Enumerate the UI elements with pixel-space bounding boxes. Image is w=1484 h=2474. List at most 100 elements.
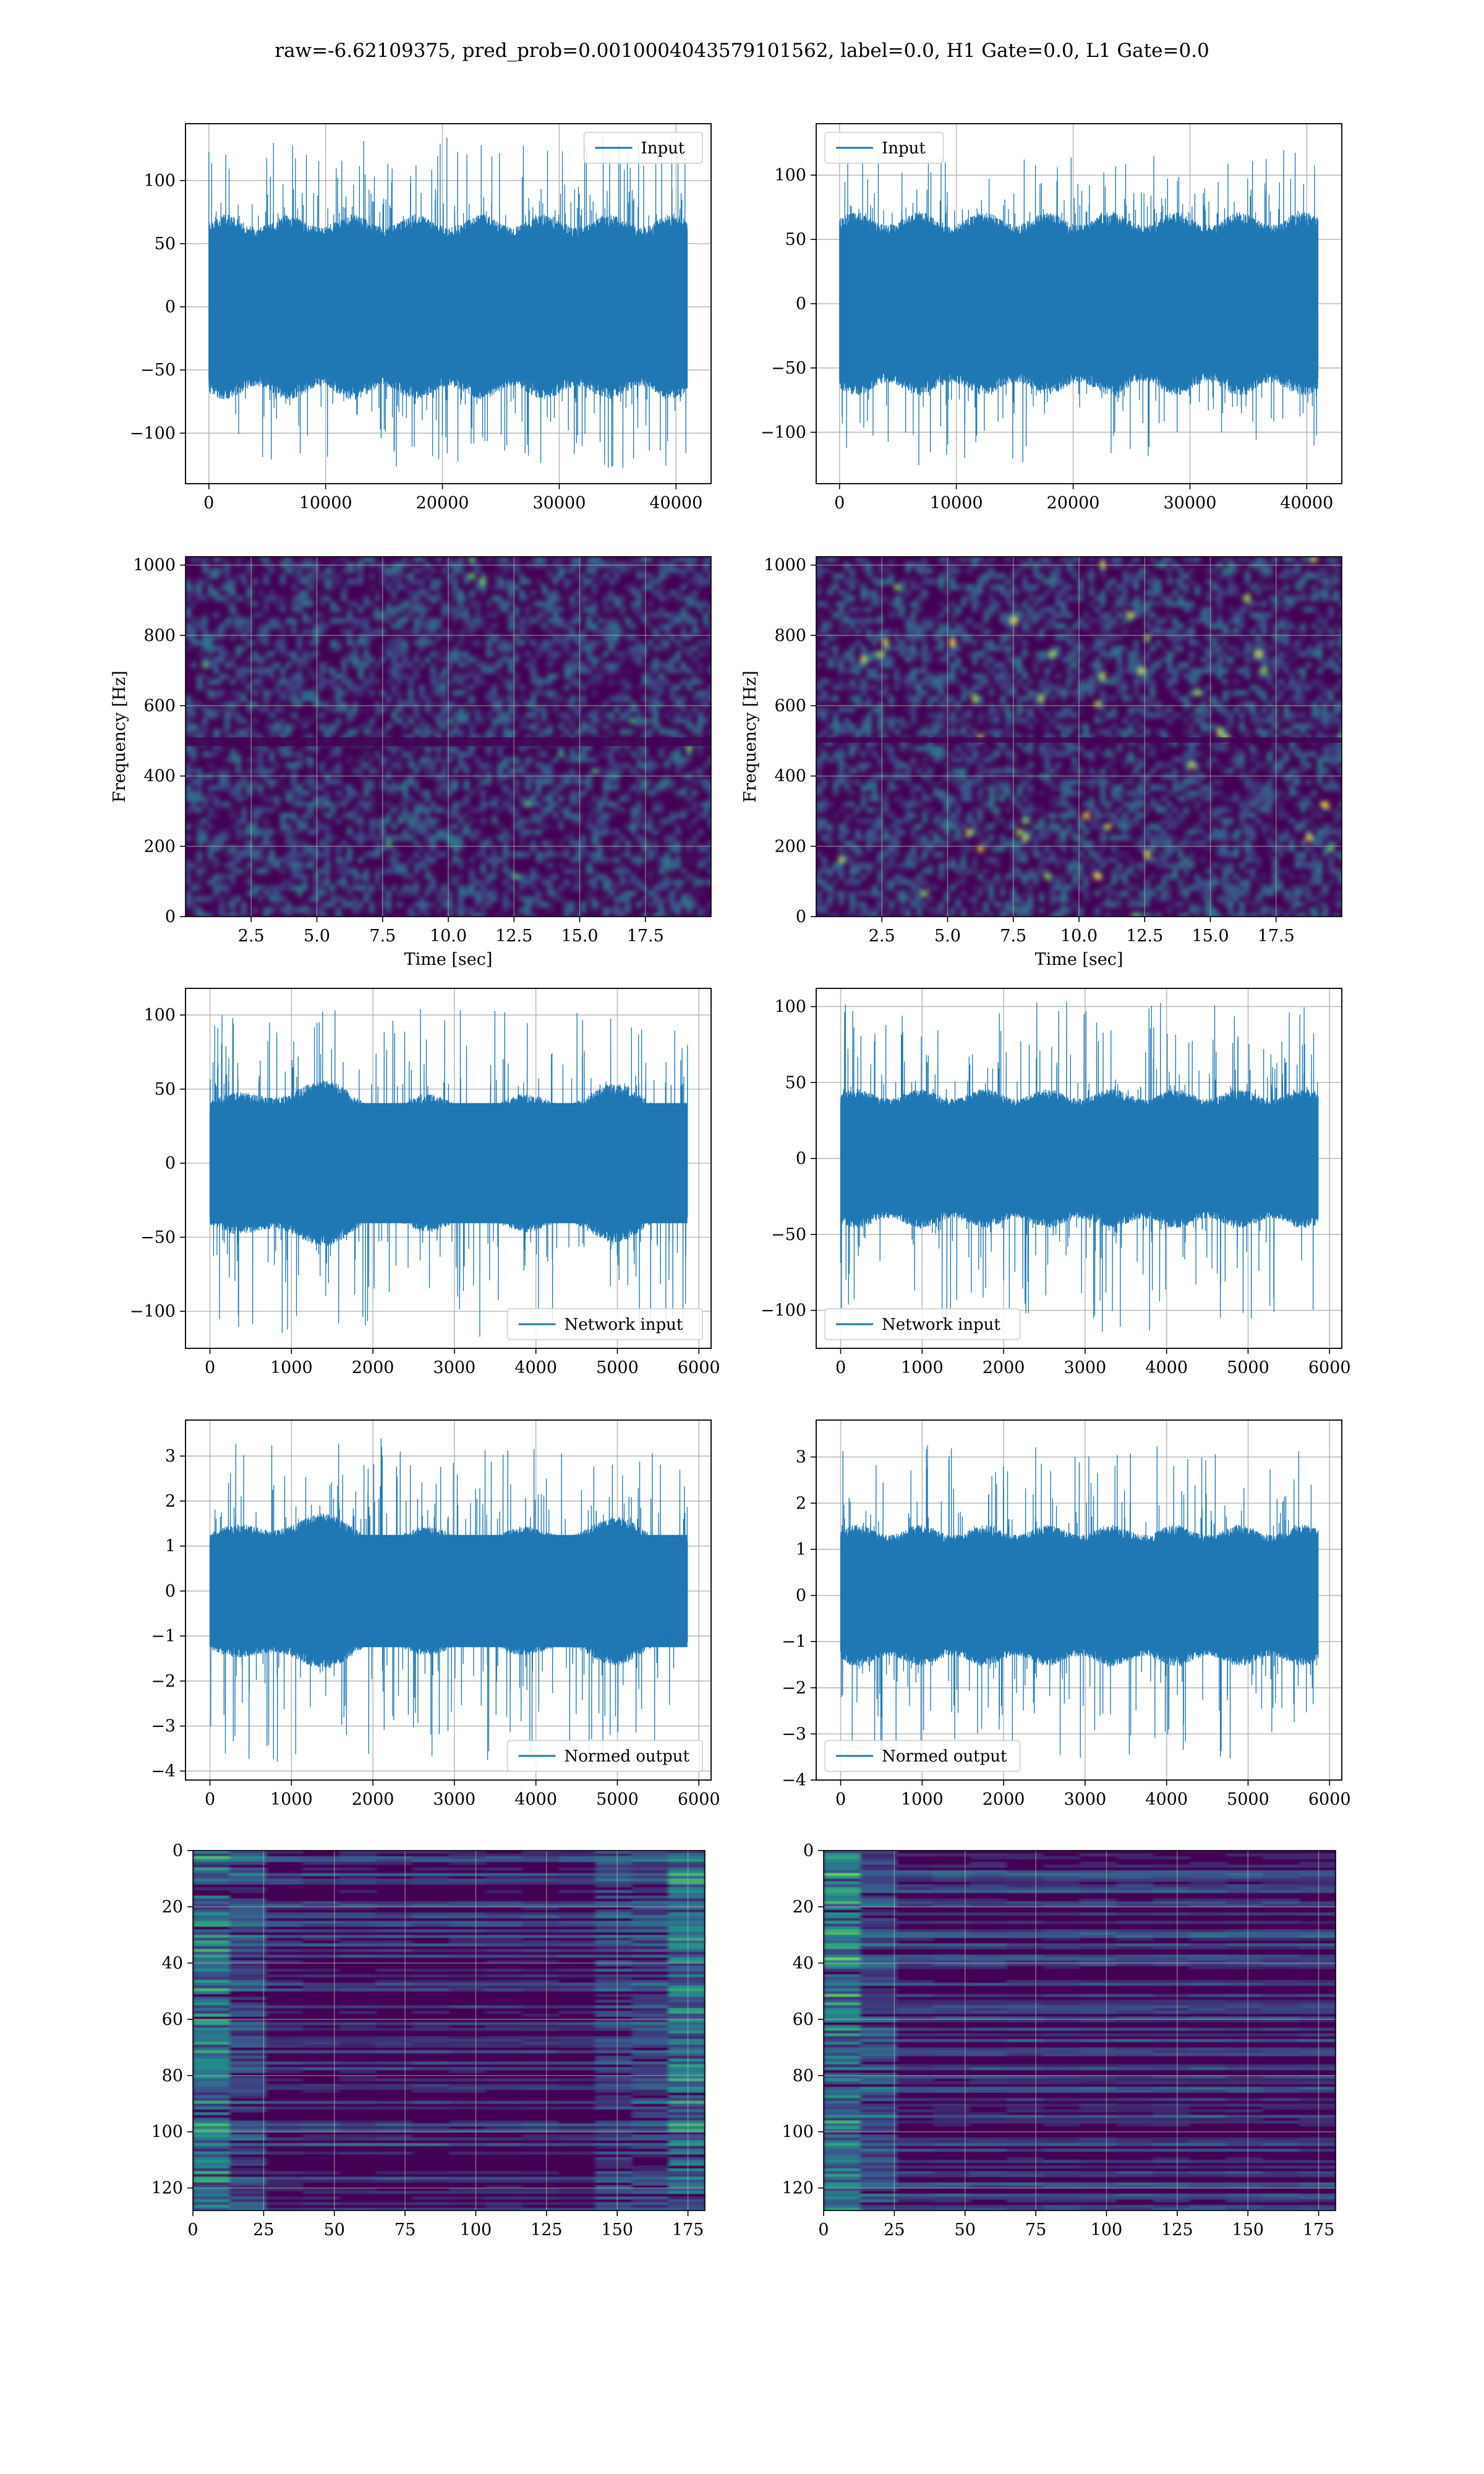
spectrogram-cell — [280, 885, 286, 891]
spectrogram-cell — [508, 685, 514, 690]
spectrogram-cell — [822, 690, 827, 696]
spectrogram-cell — [358, 674, 364, 679]
spectrogram-cell — [447, 590, 453, 596]
spectrogram-cell — [514, 790, 519, 796]
spectrogram-cell — [330, 724, 336, 729]
spectrogram-cell — [275, 701, 280, 707]
spectrogram-cell — [197, 768, 202, 774]
spectrogram-cell — [670, 841, 675, 846]
spectrogram-cell — [1133, 584, 1139, 590]
spectrogram-cell — [1323, 584, 1328, 590]
spectrogram-cell — [458, 707, 464, 713]
spectrogram-cell — [659, 579, 664, 584]
spectrogram-cell — [877, 729, 883, 735]
spectrogram-cell — [286, 829, 291, 835]
spectrogram-cell — [397, 746, 403, 751]
spectrogram-cell — [430, 640, 436, 646]
spectrogram-cell — [224, 674, 230, 679]
spectrogram-cell — [186, 835, 191, 841]
spectrogram-cell — [386, 646, 391, 651]
spectrogram-cell — [1311, 590, 1317, 596]
spectrogram-cell — [647, 857, 653, 863]
spectrogram-cell — [536, 813, 542, 818]
spectrogram-cell — [664, 885, 670, 891]
spectrogram-cell — [1261, 612, 1267, 618]
spectrogram-cell — [497, 746, 503, 751]
spectrogram-cell — [564, 668, 569, 674]
spectrogram-cell — [469, 557, 475, 562]
spectrogram-cell — [1278, 573, 1284, 579]
spectrogram-cell — [1245, 657, 1250, 662]
spectrogram-cell — [581, 841, 586, 846]
spectrogram-cell — [581, 573, 586, 579]
spectrogram-cell — [325, 824, 330, 829]
spectrogram-cell — [1039, 579, 1044, 584]
spectrogram-cell — [877, 701, 883, 707]
spectrogram-cell — [1022, 623, 1028, 629]
spectrogram-cell — [1133, 646, 1139, 651]
spectrogram-cell — [547, 846, 553, 852]
spectrogram-cell — [397, 623, 403, 629]
spectrogram-cell — [458, 590, 464, 596]
spectrogram-cell — [492, 635, 497, 640]
spectrogram-cell — [631, 824, 636, 829]
spectrogram-cell — [441, 568, 447, 573]
spectrogram-cell — [692, 646, 697, 651]
spectrogram-cell — [1106, 657, 1111, 662]
spectrogram-cell — [514, 913, 519, 917]
spectrogram-cell — [703, 846, 709, 852]
spectrogram-cell — [927, 568, 933, 573]
spectrogram-cell — [280, 557, 286, 562]
spectrogram-cell — [441, 713, 447, 718]
spectrogram-cell — [219, 913, 224, 917]
spectrogram-cell — [647, 768, 653, 774]
spectrogram-cell — [325, 841, 330, 846]
spectrogram-cell — [983, 657, 989, 662]
spectrogram-cell — [258, 662, 263, 668]
spectrogram-cell — [364, 807, 369, 813]
spectrogram-cell — [464, 573, 469, 579]
spectrogram-cell — [280, 813, 286, 818]
spectrogram-cell — [352, 651, 358, 657]
spectrogram-cell — [1111, 618, 1117, 623]
spectrogram-cell — [547, 802, 553, 807]
spectrogram-cell — [241, 779, 247, 785]
spectrogram-cell — [480, 846, 486, 852]
spectrogram-cell — [297, 868, 302, 874]
spectrogram-cell — [475, 640, 480, 646]
spectrogram-cell — [525, 713, 531, 718]
spectrogram-cell — [469, 623, 475, 629]
spectrogram-cell — [258, 852, 263, 857]
spectrogram-cell — [447, 807, 453, 813]
spectrogram-cell — [492, 868, 497, 874]
spectrogram-cell — [838, 662, 844, 668]
spectrogram-cell — [436, 623, 441, 629]
spectrogram-cell — [703, 718, 709, 724]
spectrogram-cell — [408, 907, 414, 913]
spectrogram-cell — [247, 618, 252, 623]
spectrogram-cell — [1005, 612, 1011, 618]
spectrogram-cell — [1317, 707, 1323, 713]
spectrogram-cell — [497, 579, 503, 584]
spectrogram-cell — [1055, 623, 1061, 629]
spectrogram-cell — [636, 612, 642, 618]
spectrogram-cell — [497, 751, 503, 757]
spectrogram-cell — [1311, 607, 1317, 612]
spectrogram-cell — [208, 640, 213, 646]
spectrogram-cell — [1284, 640, 1289, 646]
spectrogram-cell — [352, 707, 358, 713]
spectrogram-cell — [525, 802, 531, 807]
spectrogram-cell — [675, 902, 681, 907]
spectrogram-cell — [219, 768, 224, 774]
spectrogram-cell — [269, 662, 275, 668]
spectrogram-cell — [319, 596, 325, 601]
spectrogram-cell — [608, 774, 614, 779]
spectrogram-cell — [358, 768, 364, 774]
spectrogram-cell — [425, 790, 430, 796]
spectrogram-cell — [525, 874, 531, 880]
spectrogram-cell — [1178, 584, 1183, 590]
spectrogram-cell — [833, 601, 838, 607]
spectrogram-cell — [894, 596, 900, 601]
spectrogram-cell — [286, 813, 291, 818]
spectrogram-cell — [838, 724, 844, 729]
